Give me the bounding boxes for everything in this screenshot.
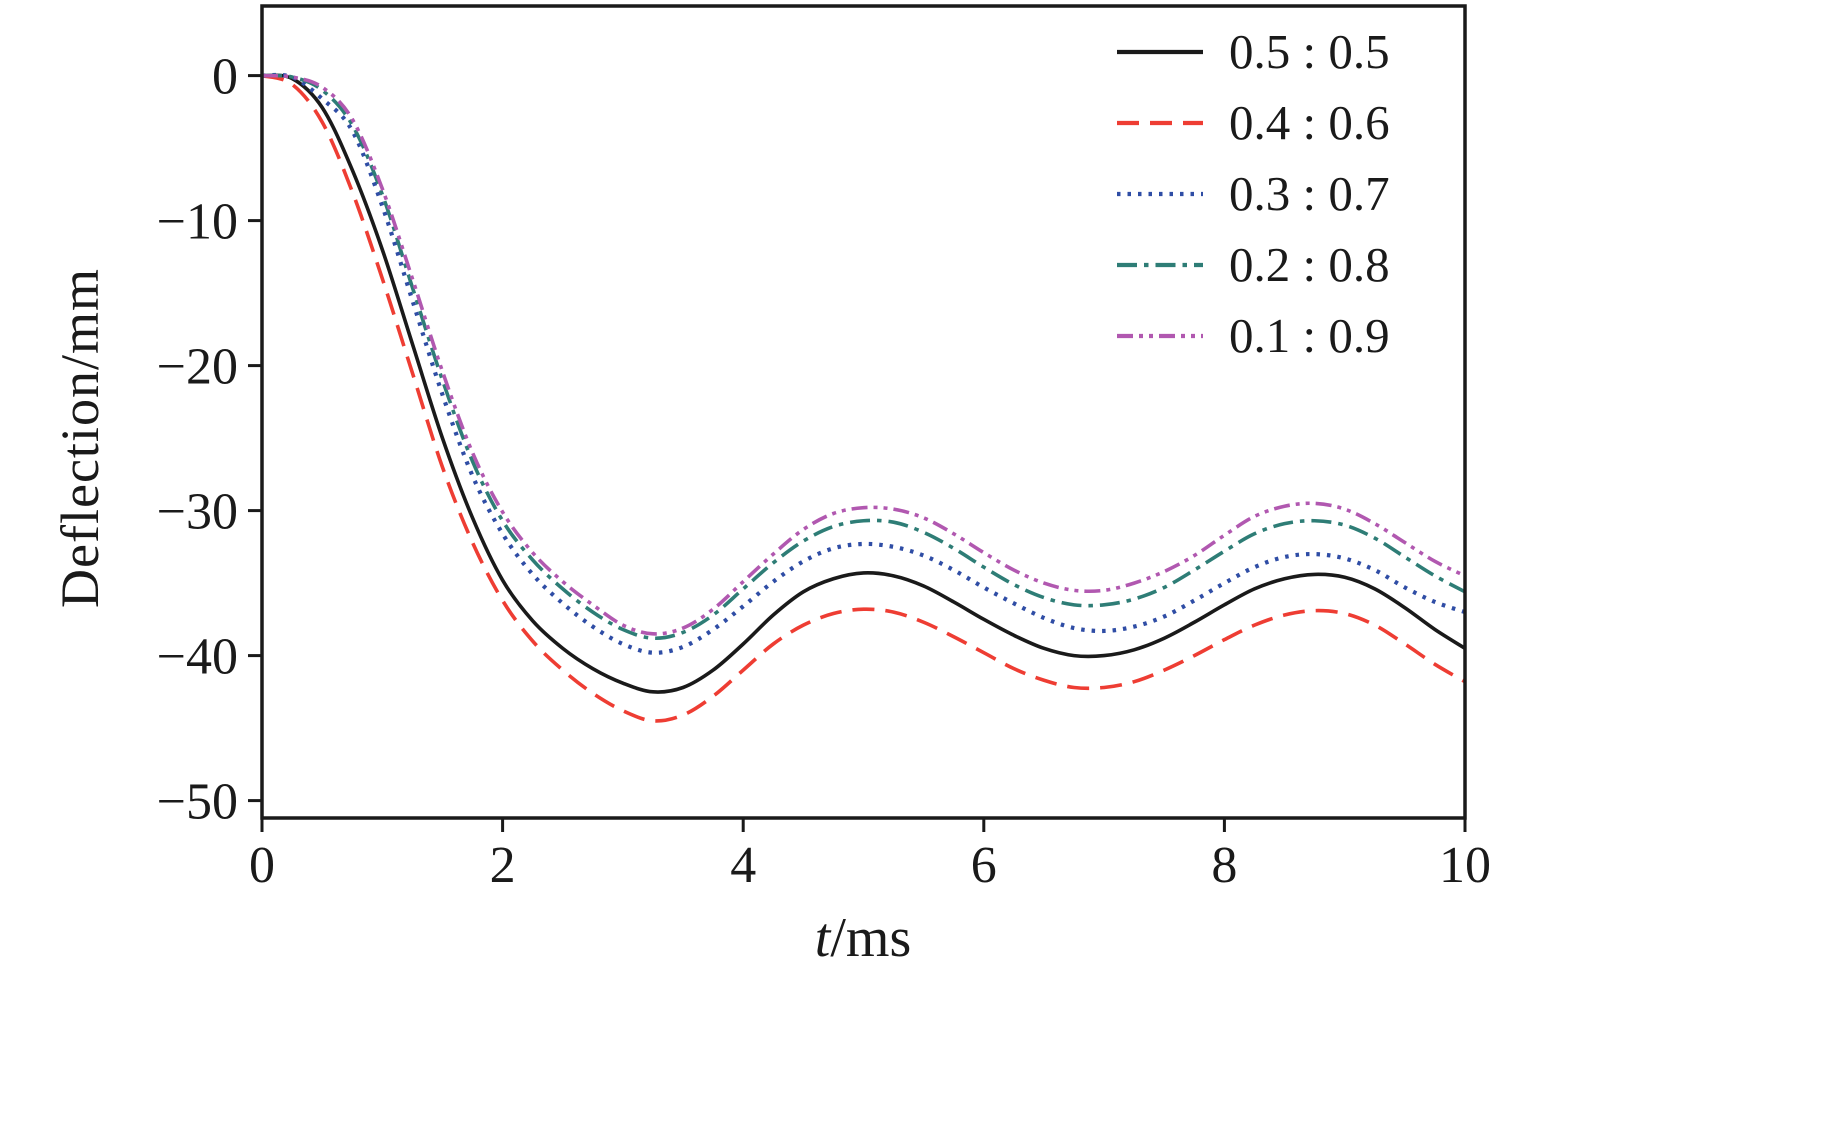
legend-line-sample [1117,120,1203,125]
legend-label: 0.1 : 0.9 [1229,308,1390,363]
legend-line-sample [1117,49,1203,54]
x-tick-label: 4 [730,837,756,894]
x-axis-label-unit: /ms [830,907,912,969]
legend-item: 0.5 : 0.5 [1115,16,1390,87]
x-tick-label: 2 [490,837,516,894]
legend-label: 0.5 : 0.5 [1229,24,1390,79]
legend-item: 0.2 : 0.8 [1115,229,1390,300]
series-line [261,73,1466,723]
legend-label: 0.2 : 0.8 [1229,237,1390,292]
legend-label: 0.4 : 0.6 [1229,95,1390,150]
legend-line-sample [1117,262,1203,267]
x-tick-label: 6 [971,837,997,894]
legend: 0.5 : 0.5 0.4 : 0.6 0.3 : 0.7 0.2 : 0.8 … [1115,16,1390,371]
x-axis-label: t/ms [815,906,911,970]
series-line [261,73,1466,636]
legend-item: 0.4 : 0.6 [1115,87,1390,158]
y-tick-label: −30 [157,484,238,541]
legend-label: 0.3 : 0.7 [1229,166,1390,221]
x-tick-label: 10 [1439,837,1491,894]
y-axis-label: Deflection/mm [50,268,110,608]
x-axis-label-variable: t [814,907,831,969]
series-line [261,73,1466,694]
series-line [261,73,1466,641]
y-tick-label: −40 [157,629,238,686]
y-tick-label: −50 [157,774,238,831]
y-tick-label: −10 [157,194,238,251]
legend-item: 0.1 : 0.9 [1115,300,1390,371]
plot-border [260,4,1467,820]
legend-line-sample [1117,333,1203,338]
y-tick-label: 0 [212,49,238,106]
legend-line-sample [1117,191,1203,196]
x-tick-label: 8 [1211,837,1237,894]
y-tick-label: −20 [157,339,238,396]
legend-item: 0.3 : 0.7 [1115,158,1390,229]
x-tick-label: 0 [249,837,275,894]
series-line [261,72,1466,655]
